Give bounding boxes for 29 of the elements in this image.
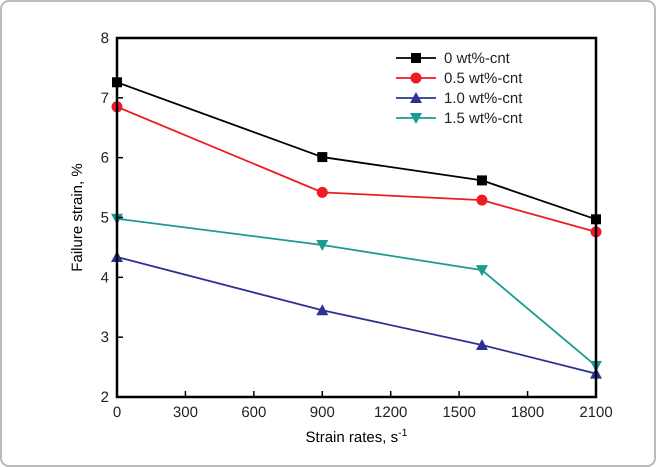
x-tick-label: 1500 <box>442 404 476 421</box>
x-tick-label: 300 <box>172 404 198 421</box>
y-tick-label: 4 <box>100 269 109 286</box>
x-tick-label: 900 <box>310 404 335 421</box>
x-tick-label: 2100 <box>579 404 613 421</box>
point <box>316 304 328 316</box>
point <box>316 186 328 198</box>
legend-label: 1.5 wt%-cnt <box>444 110 524 127</box>
x-tick-label: 0 <box>112 404 122 421</box>
point <box>476 265 488 276</box>
y-tick-label: 8 <box>100 30 109 47</box>
x-tick-label: 1800 <box>510 404 544 421</box>
y-tick-label: 6 <box>100 150 109 167</box>
y-tick-label: 3 <box>100 329 109 346</box>
legend-label: 0 wt%-cnt <box>444 50 511 67</box>
point <box>476 194 488 206</box>
y-tick-label: 5 <box>100 210 109 226</box>
y-axis-title: Failure strain, % <box>69 163 86 272</box>
point <box>317 152 328 162</box>
x-axis-title: Strain rates, s$^{-1}$ <box>306 427 408 446</box>
point <box>476 175 487 186</box>
point <box>476 338 488 350</box>
legend-label: 1.0 wt%-cnt <box>444 90 524 107</box>
legend-label: 0.5 wt%-cnt <box>444 70 524 87</box>
x-tick-label: 600 <box>241 404 266 421</box>
y-tick-label: 2 <box>100 389 109 406</box>
x-tick-label: 1200 <box>374 404 408 421</box>
y-tick-label: 7 <box>100 90 109 107</box>
point <box>316 240 328 252</box>
